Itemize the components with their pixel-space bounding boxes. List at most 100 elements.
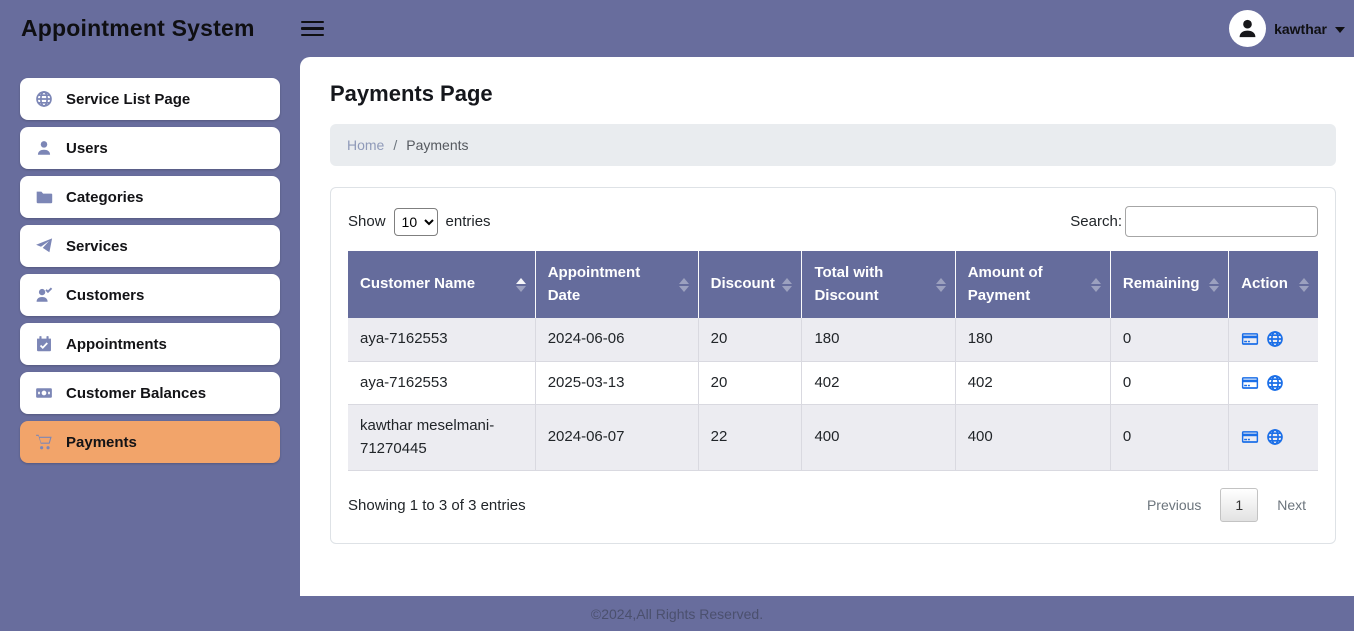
folder-icon [35,188,53,206]
entries-label: entries [445,213,491,230]
top-navbar: Appointment System kawthar [0,0,1354,57]
payments-table-card: Show 10 entries Search: Customer Name App… [330,187,1336,544]
cell-discount: 22 [698,404,803,471]
cell-discount: 20 [698,318,803,362]
money-bill-icon [35,384,53,402]
sidebar-item-label: Customer Balances [66,384,207,402]
sidebar-item-service-list-page[interactable]: Service List Page [20,78,280,120]
sidebar-item-customer-balances[interactable]: Customer Balances [20,372,280,414]
payments-table: Customer Name Appointment Date Discount Tot… [348,251,1318,471]
sidebar-item-categories[interactable]: Categories [20,176,280,218]
credit-card-icon[interactable] [1241,428,1259,446]
cell-remaining: 0 [1110,318,1230,362]
calendar-check-icon [35,335,53,353]
column-label: Customer Name [360,275,476,293]
entries-info: Showing 1 to 3 of 3 entries [348,496,526,514]
page-footer: ©2024,All Rights Reserved. [0,596,1354,631]
cell-remaining: 0 [1110,404,1230,471]
column-header-total-with-discount[interactable]: Total with Discount [801,251,956,318]
hamburger-menu-icon[interactable] [300,20,324,37]
table-row: kawthar meselmani-71270445 2024-06-07 22 40… [348,404,1318,471]
cell-amount-of-payment: 402 [955,361,1111,405]
breadcrumb: Home / Payments [330,124,1336,166]
sidebar-item-appointments[interactable]: Appointments [20,323,280,365]
search-label: Search: [1070,213,1122,230]
cell-action [1228,361,1318,405]
cell-total-with-discount: 402 [801,361,956,405]
sidebar: Service List Page Users Categories Services… [0,57,300,596]
sidebar-item-label: Users [66,139,108,157]
cell-customer-name: kawthar meselmani-71270445 [348,404,536,471]
column-header-discount[interactable]: Discount [698,251,803,318]
column-header-appointment-date[interactable]: Appointment Date [535,251,699,318]
cell-appointment-date: 2024-06-06 [535,318,699,362]
table-row: aya-7162553 2024-06-06 20 180 180 0 [348,318,1318,362]
search-input[interactable] [1125,206,1318,237]
globe-icon [35,90,53,108]
username-label: kawthar [1274,20,1327,37]
breadcrumb-separator: / [393,137,398,153]
table-controls: Show 10 entries Search: [348,206,1318,237]
copyright-text: ©2024,All Rights Reserved. [590,605,764,622]
breadcrumb-home-link[interactable]: Home [347,137,385,153]
sidebar-item-services[interactable]: Services [20,225,280,267]
sidebar-item-label: Services [66,237,128,255]
cell-appointment-date: 2025-03-13 [535,361,699,405]
cell-remaining: 0 [1110,361,1230,405]
cell-customer-name: aya-7162553 [348,361,536,405]
sort-icon [515,277,526,292]
app-title: Appointment System [21,15,255,41]
sort-icon [935,277,946,292]
table-header-row: Customer Name Appointment Date Discount Tot… [348,251,1318,318]
breadcrumb-current: Payments [406,137,469,153]
column-header-amount-of-payment[interactable]: Amount of Payment [955,251,1111,318]
paper-plane-icon [35,237,53,255]
avatar[interactable] [1229,10,1267,47]
entries-select[interactable]: 10 [393,207,438,236]
credit-card-icon[interactable] [1241,330,1259,348]
previous-page-button[interactable]: Previous [1146,497,1202,513]
cell-total-with-discount: 180 [801,318,956,362]
page-title: Payments Page [330,81,493,106]
column-header-remaining[interactable]: Remaining [1110,251,1230,318]
sort-icon [1299,277,1309,292]
person-icon [1239,19,1256,38]
column-label: Action [1241,275,1288,293]
globe-icon[interactable] [1266,428,1284,446]
show-label: Show [348,213,386,230]
sidebar-item-label: Categories [66,188,144,206]
cell-amount-of-payment: 400 [955,404,1111,471]
credit-card-icon[interactable] [1241,374,1259,392]
sort-icon [1090,277,1101,292]
next-page-button[interactable]: Next [1277,497,1306,513]
cell-action [1228,404,1318,471]
sidebar-item-payments[interactable]: Payments [20,421,280,463]
cell-amount-of-payment: 180 [955,318,1111,362]
column-label: Discount [710,275,775,293]
column-header-action[interactable]: Action [1228,251,1318,318]
column-label: Appointment Date [547,264,641,304]
cart-icon [35,433,53,451]
column-label: Total with Discount [814,264,884,304]
user-icon [35,139,53,157]
cell-appointment-date: 2024-06-07 [535,404,699,471]
user-menu[interactable]: kawthar [1229,10,1354,47]
sidebar-item-users[interactable]: Users [20,127,280,169]
user-check-icon [35,286,53,304]
sidebar-item-label: Payments [66,433,137,451]
cell-customer-name: aya-7162553 [348,318,536,362]
page-number-button[interactable]: 1 [1220,488,1259,522]
sidebar-item-customers[interactable]: Customers [20,274,280,316]
globe-icon[interactable] [1266,374,1284,392]
sort-icon [1209,277,1220,292]
sort-icon [678,277,689,292]
sidebar-item-label: Appointments [66,335,167,353]
cell-discount: 20 [698,361,803,405]
table-footer: Showing 1 to 3 of 3 entries Previous 1 N… [348,488,1318,522]
globe-icon[interactable] [1266,330,1284,348]
cell-total-with-discount: 400 [801,404,956,471]
pagination: Previous 1 Next [1135,488,1318,522]
column-header-customer-name[interactable]: Customer Name [348,251,536,318]
sidebar-item-label: Customers [66,286,145,304]
